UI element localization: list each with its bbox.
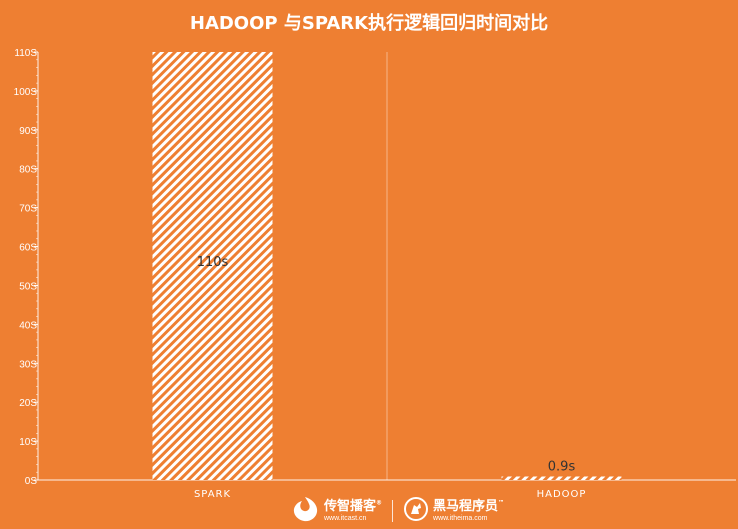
y-tick-label: 100S [14, 87, 38, 98]
data-labels: 110s 0.9s [197, 255, 576, 474]
y-tick-label: 90S [19, 126, 37, 137]
y-tick-label: 60S [19, 243, 37, 254]
data-label: 110s [197, 255, 229, 270]
y-tick-label: 20S [19, 398, 37, 409]
itheima-logo: 黑马程序员™ www.itheima.com [403, 496, 504, 527]
itcast-name: 传智播客 [324, 499, 377, 514]
itheima-url: www.itheima.com [433, 515, 488, 522]
x-tick-label: HADOOP [537, 489, 587, 500]
y-tick-label: 0S [25, 476, 38, 487]
y-tick-label: 70S [19, 204, 37, 215]
y-tick-label: 80S [19, 165, 37, 176]
itcast-url: www.itcast.cn [324, 515, 367, 522]
itcast-flame-icon [290, 495, 320, 528]
y-tick-label: 10S [19, 437, 37, 448]
y-tick-label: 50S [19, 281, 37, 292]
itcast-trademark: ® [376, 499, 383, 507]
footer-logos: 传智播客® www.itcast.cn 黑马程序员™ www.itheima.c… [290, 496, 504, 526]
axes: 0S 10S 20S 30S 40S 50S 60S 70S 80S 90S 100S 110S SPA… [14, 48, 736, 500]
y-tick-label: 110S [14, 48, 37, 59]
itheima-name: 黑马程序员 [433, 499, 499, 514]
itcast-logo: 传智播客® www.itcast.cn [290, 495, 382, 528]
x-tick-label: SPARK [194, 489, 231, 500]
itheima-trademark: ™ [498, 499, 505, 507]
bar-hadoop [501, 476, 622, 480]
y-tick-label: 30S [19, 359, 37, 370]
chart-title: HADOOP 与SPARK执行逻辑回归时间对比 [190, 12, 548, 34]
logo-divider [392, 500, 394, 522]
bars [152, 52, 622, 480]
itheima-horse-icon [403, 496, 429, 527]
data-label: 0.9s [548, 459, 576, 474]
y-tick-label: 40S [19, 320, 37, 331]
bar-spark [152, 52, 273, 480]
